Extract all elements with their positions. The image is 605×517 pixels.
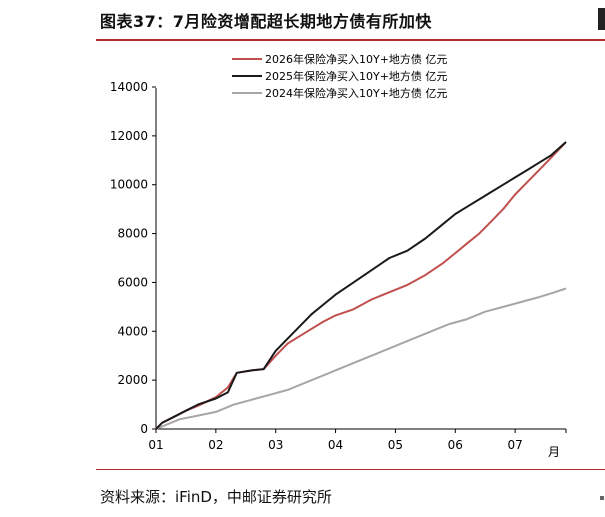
x-ticks: 01 02 03 04 05 06 07 bbox=[148, 429, 567, 452]
y-tick-label: 4000 bbox=[117, 324, 148, 338]
x-tick-label: 05 bbox=[388, 438, 403, 452]
series-line-2 bbox=[155, 287, 567, 430]
x-tick-label: 04 bbox=[328, 438, 343, 452]
legend-label: 2025年保险净买入10Y+地方债 亿元 bbox=[265, 69, 447, 83]
source-note: 资料来源：iFinD，中邮证券研究所 bbox=[100, 488, 332, 506]
y-tick-label: 2000 bbox=[117, 373, 148, 387]
x-tick-label: 01 bbox=[148, 438, 163, 452]
series-line-0 bbox=[155, 141, 567, 430]
y-ticks: 0 2000 4000 6000 8000 10000 12000 14000 bbox=[110, 80, 156, 436]
x-axis-label: 月 bbox=[548, 445, 560, 459]
x-tick-label: 06 bbox=[448, 438, 463, 452]
x-tick-label: 07 bbox=[507, 438, 522, 452]
y-tick-label: 0 bbox=[140, 422, 148, 436]
series-lines bbox=[155, 141, 567, 430]
y-tick-label: 6000 bbox=[117, 275, 148, 289]
legend: 2026年保险净买入10Y+地方债 亿元 2025年保险净买入10Y+地方债 亿元… bbox=[232, 52, 447, 100]
x-tick-label: 03 bbox=[268, 438, 283, 452]
legend-label: 2024年保险净买入10Y+地方债 亿元 bbox=[265, 86, 447, 100]
adjacent-panel-edge bbox=[598, 8, 605, 30]
y-tick-label: 8000 bbox=[117, 227, 148, 241]
adjacent-panel-mark bbox=[600, 496, 604, 500]
title-rule bbox=[96, 39, 605, 41]
legend-label: 2026年保险净买入10Y+地方债 亿元 bbox=[265, 52, 447, 66]
series-line-1 bbox=[155, 141, 567, 430]
source-rule bbox=[96, 469, 605, 470]
figure-title: 图表37：7月险资增配超长期地方债有所加快 bbox=[100, 12, 432, 31]
y-tick-label: 10000 bbox=[110, 178, 148, 192]
x-tick-label: 02 bbox=[208, 438, 223, 452]
y-tick-label: 12000 bbox=[110, 129, 148, 143]
y-tick-label: 14000 bbox=[110, 80, 148, 94]
